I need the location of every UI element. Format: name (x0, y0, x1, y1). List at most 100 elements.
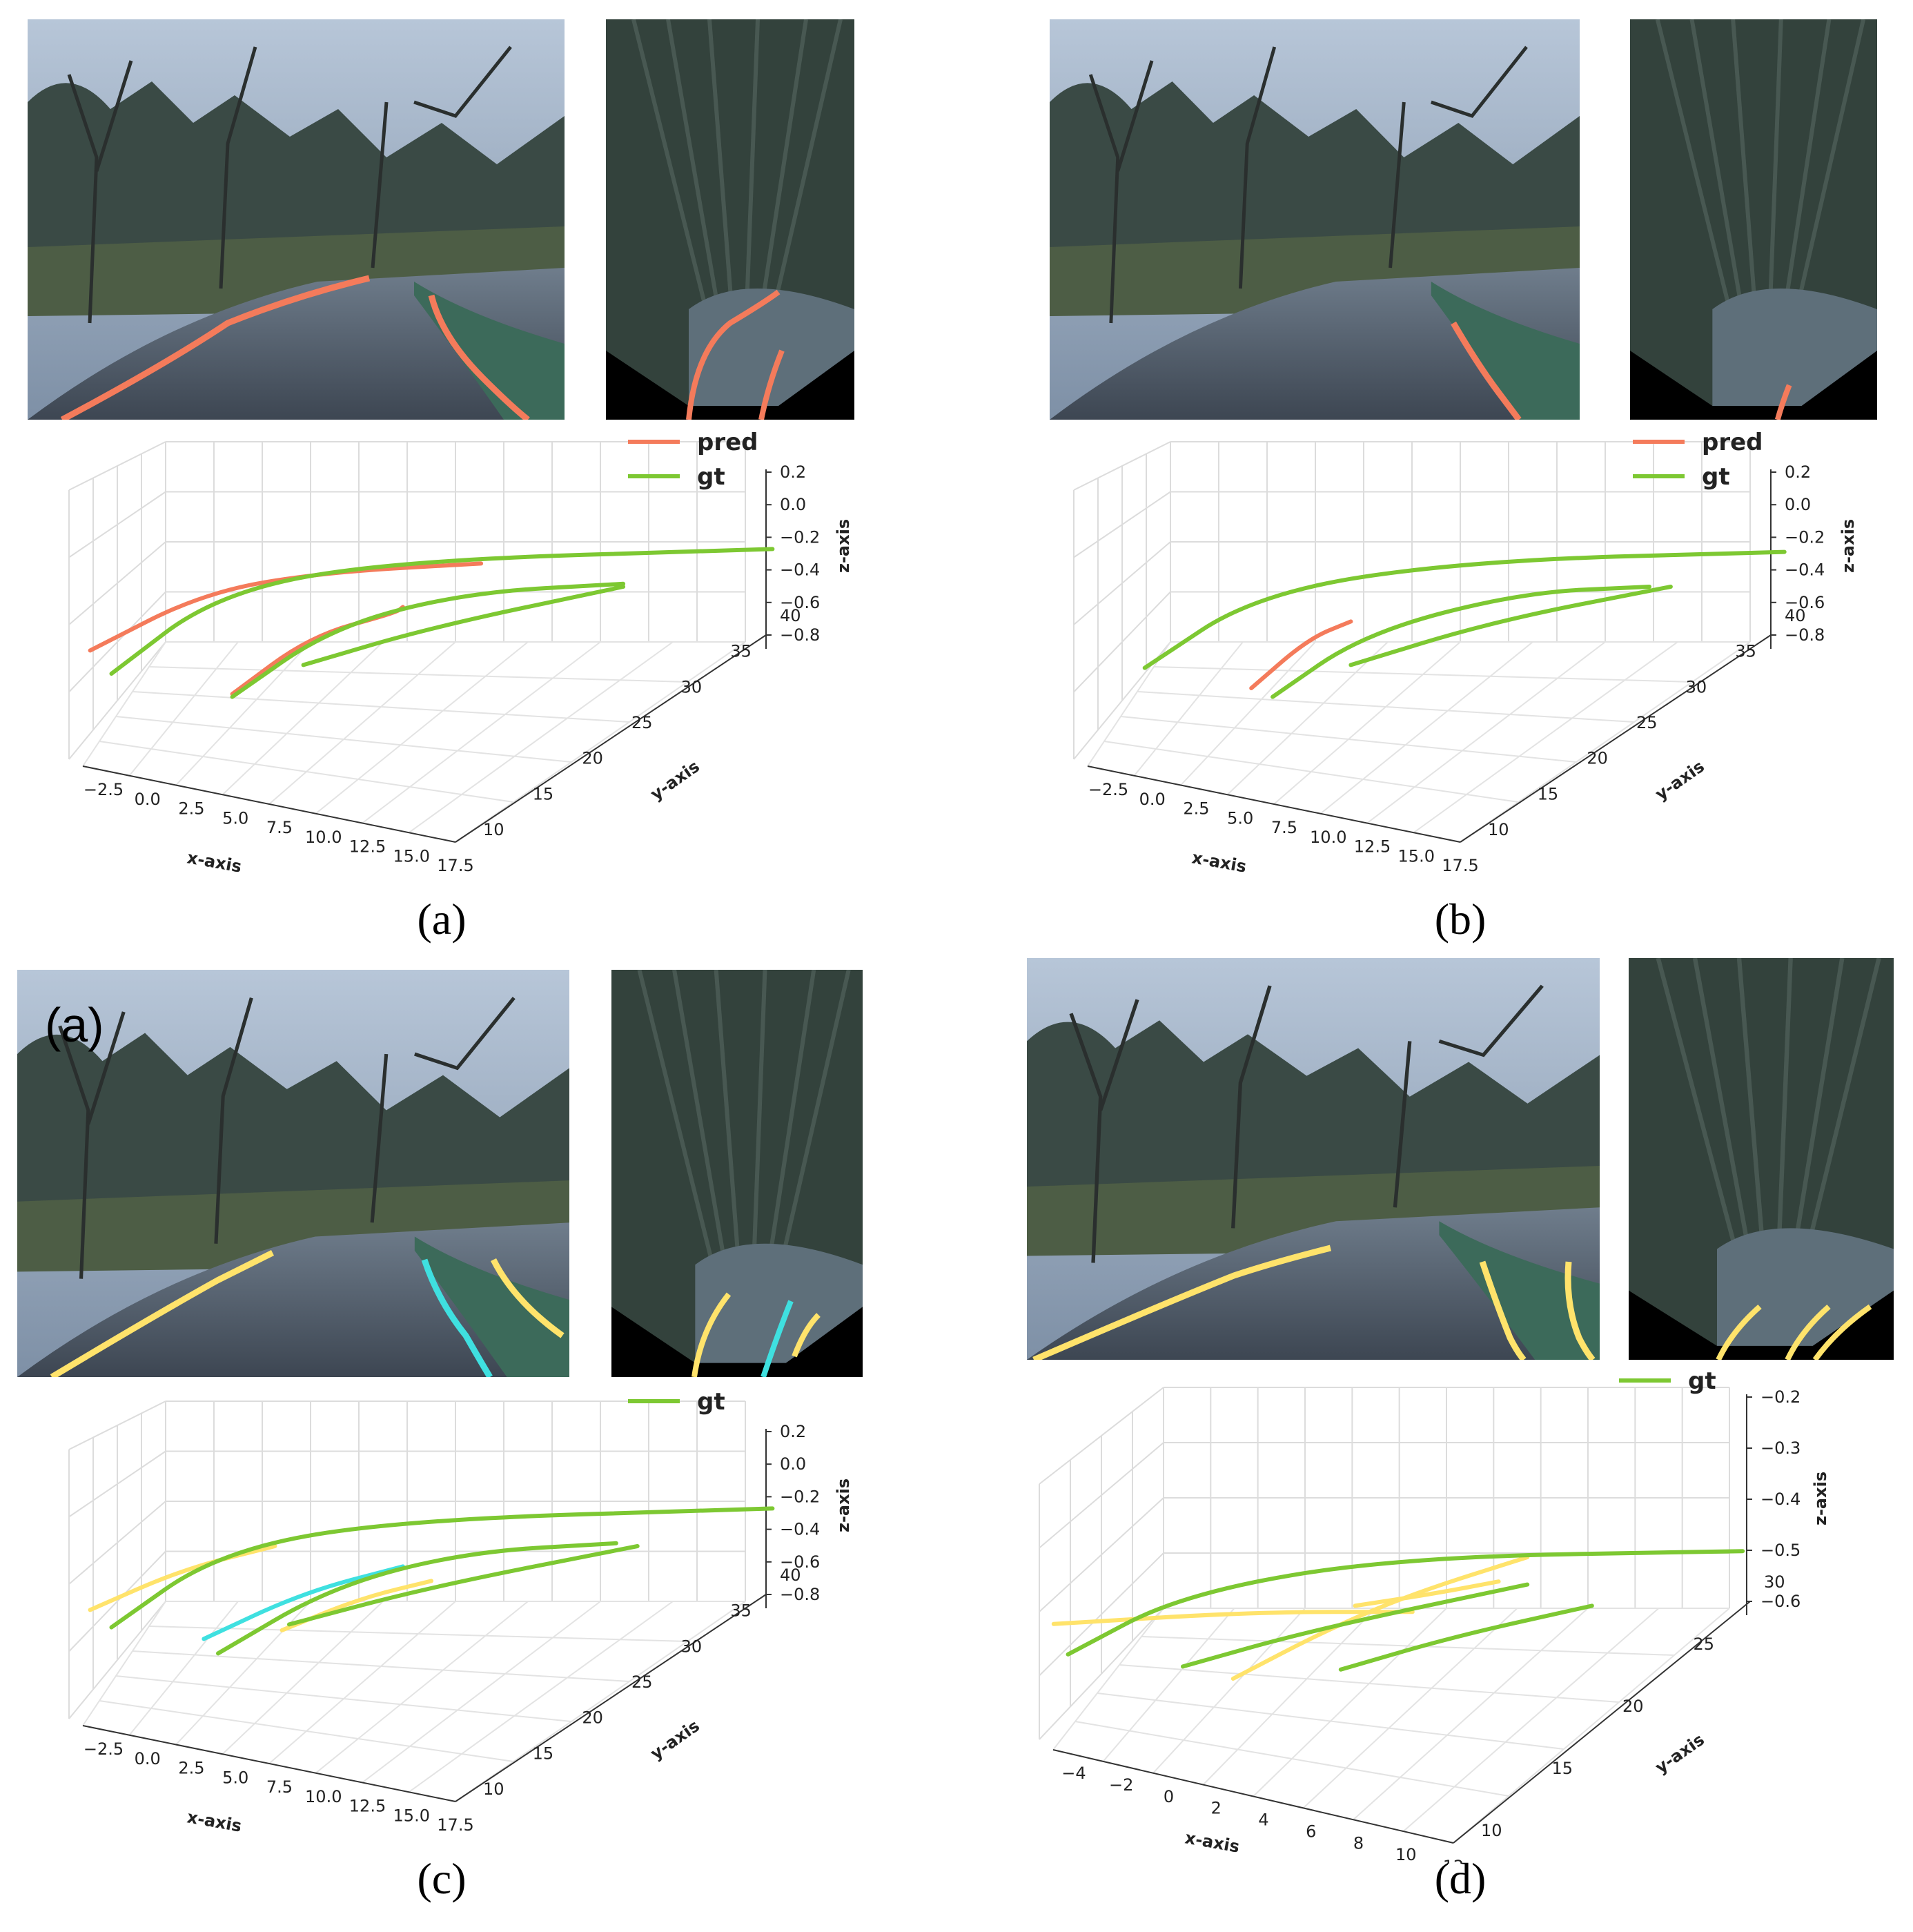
y-tick-label: 15 (533, 784, 554, 803)
grid-line (1460, 641, 1751, 843)
y-tick-label: 15 (1538, 784, 1559, 803)
bev-image (606, 19, 854, 420)
x-tick-label: −2 (1109, 1775, 1133, 1795)
z-tick-label: −0.2 (1760, 1387, 1801, 1407)
x-axis-label: x-axis (186, 1807, 243, 1835)
grid-line (1103, 741, 1519, 803)
legend-label: gt (697, 463, 725, 491)
grid-line (1402, 1608, 1660, 1832)
z-tick-label: 0.0 (1785, 495, 1811, 514)
grid-line (1073, 541, 1171, 625)
plot-3d-a: −2.5 0.0 2.5 5.0 7.5 10.0 12.5 15.0 17.5 x-axis 10… (68, 429, 853, 877)
y-tick-label: 20 (1622, 1697, 1644, 1716)
grid-line (1039, 1387, 1164, 1485)
x-axis-line (82, 765, 456, 843)
series-line (88, 561, 484, 653)
series-line (1348, 585, 1673, 667)
x-tick-label: 17.5 (437, 1815, 473, 1835)
x-tick-label: 5.0 (222, 808, 248, 828)
panel-d: −4 −2 0 2 4 6 8 10 12 x-axis 10 15 20 25 30 y-axis −0.2 −… (956, 958, 1913, 1932)
x-tick-label: 17.5 (437, 856, 473, 875)
x-tick-label: 12.5 (349, 837, 386, 857)
x-tick-label: 12.5 (1354, 837, 1391, 857)
panel-c: (a) −2.5 0.0 2.5 5.0 7.5 10.0 12.5 15.0 17.5 x-ax… (0, 966, 956, 1932)
y-axis-label: y-axis (647, 1716, 703, 1764)
camera-photo (1050, 19, 1580, 420)
grid-line (68, 441, 166, 491)
legend-label: pred (697, 429, 758, 456)
z-tick-label: −0.4 (780, 560, 820, 580)
x-tick-label: 10 (1395, 1845, 1417, 1864)
grid-line (1119, 1664, 1620, 1703)
grid-line (1073, 491, 1171, 558)
caption-d: (d) (1434, 1854, 1487, 1903)
grid-line (132, 1650, 630, 1682)
x-tick-label: −2.5 (84, 1739, 124, 1759)
y-tick-label: 10 (1481, 1821, 1502, 1840)
y-tick-label: 40 (780, 1565, 801, 1585)
grid-line (1039, 1442, 1164, 1549)
z-tick-label: −0.5 (1760, 1541, 1801, 1560)
grid-line (99, 741, 514, 803)
x-tick-label: −4 (1061, 1764, 1086, 1783)
y-axis-line (455, 634, 767, 843)
grid-line (128, 641, 239, 777)
y-tick-label: 10 (1488, 820, 1509, 839)
x-tick-label: 4 (1258, 1811, 1268, 1830)
series-line (301, 585, 626, 667)
y-axis-line (455, 1594, 767, 1802)
grid-line (128, 1601, 239, 1736)
grid-line (268, 1601, 456, 1764)
panel-a: −2.5 0.0 2.5 5.0 7.5 10.0 12.5 15.0 17.5 x-axis 10… (0, 0, 956, 966)
z-tick-label: 0.2 (1785, 462, 1811, 482)
x-tick-label: 7.5 (266, 818, 293, 837)
grid-line (68, 1401, 166, 1450)
grid-line (408, 1601, 674, 1793)
camera-photo (28, 19, 565, 420)
y-tick-label: 20 (582, 749, 603, 768)
grid-line (132, 691, 630, 723)
grid-line (1253, 1608, 1447, 1797)
series-line (287, 1544, 640, 1627)
x-tick-label: 7.5 (266, 1777, 293, 1797)
caption-a: (a) (417, 895, 467, 944)
z-tick-label: 0.0 (780, 495, 806, 514)
grid-line (115, 1675, 572, 1722)
x-tick-label: 12.5 (349, 1797, 386, 1816)
x-tick-label: 6 (1306, 1822, 1316, 1841)
x-tick-label: 0 (1164, 1787, 1174, 1806)
grid-line (315, 641, 529, 814)
y-tick-label: 40 (780, 606, 801, 625)
grid-line (408, 641, 674, 834)
series-line (1353, 1579, 1501, 1608)
grid-line (1320, 641, 1533, 814)
z-tick-label: 0.2 (780, 1422, 806, 1441)
caption-c: (c) (417, 1854, 467, 1903)
legend-label: gt (1702, 463, 1730, 491)
y-tick-label: 10 (483, 820, 504, 839)
grid-line (1133, 641, 1244, 777)
x-tick-label: 12 (1443, 1857, 1464, 1864)
z-tick-label: 0.0 (780, 1454, 806, 1474)
grid-line (1366, 641, 1606, 824)
x-tick-label: 8 (1353, 1833, 1364, 1853)
x-axis-label: x-axis (1190, 848, 1248, 876)
grid-line (222, 1601, 384, 1755)
x-tick-label: 10.0 (1310, 828, 1346, 847)
z-tick-label: −0.6 (1760, 1592, 1801, 1611)
x-tick-label: 7.5 (1271, 818, 1297, 837)
plot-3d-d: −4 −2 0 2 4 6 8 10 12 x-axis 10 15 20 25 30 y-axis −0.2 −… (1039, 1367, 1830, 1864)
x-tick-label: 2 (1211, 1799, 1222, 1818)
z-axis-label: z-axis (1838, 519, 1858, 573)
y-axis-line (1460, 634, 1772, 843)
x-tick-label: 0.0 (135, 1749, 161, 1768)
grid-line (315, 1601, 529, 1774)
y-tick-label: 35 (1735, 642, 1756, 661)
panel-b: −2.5 0.0 2.5 5.0 7.5 10.0 12.5 15.0 17.5 x-axis 10… (956, 0, 1913, 966)
y-axis-label: y-axis (647, 757, 703, 804)
grid-line (1180, 641, 1316, 786)
grid-line (362, 1601, 601, 1784)
grid-line (1097, 1692, 1564, 1750)
series-line (230, 581, 626, 699)
y-tick-label: 20 (582, 1708, 603, 1728)
